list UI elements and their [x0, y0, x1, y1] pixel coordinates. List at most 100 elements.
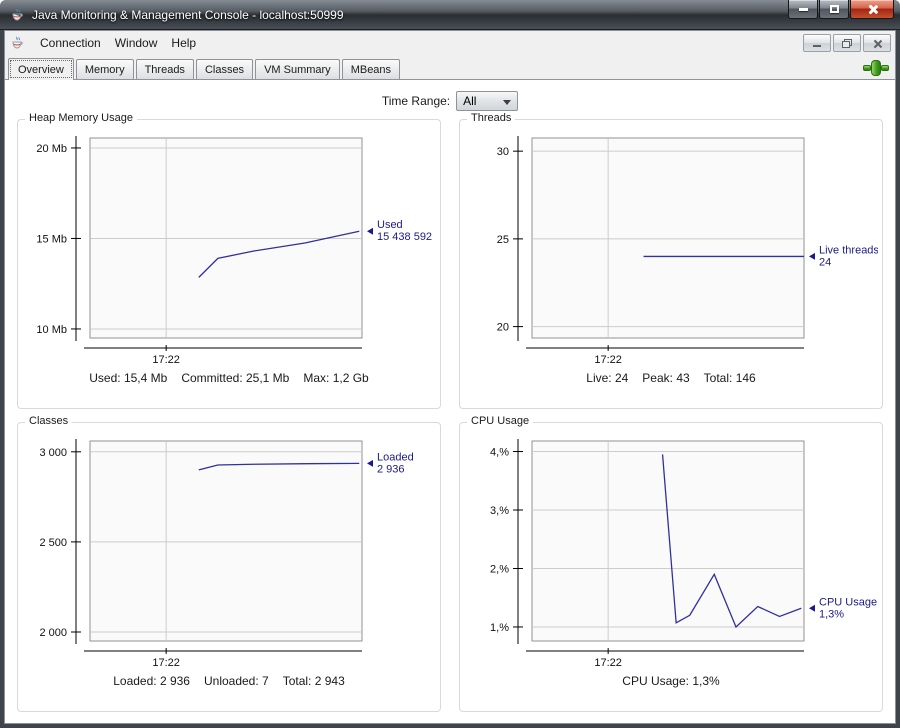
heap-series-line	[198, 230, 360, 278]
time-range-value: All	[463, 94, 477, 108]
y-tick-label: 25	[497, 234, 509, 246]
annotation-label: 15 438 592	[377, 231, 432, 243]
restore-icon	[842, 38, 852, 48]
minimize-button[interactable]	[788, 0, 818, 19]
y-tick-label: 1,%	[490, 622, 509, 634]
overview-content: Time Range: All Heap Memory Usage 20 Mb 1…	[5, 80, 895, 723]
annotation-label: 24	[819, 256, 831, 268]
annotation-arrow-icon	[809, 252, 815, 260]
minimize-icon	[798, 7, 808, 11]
annotation-label: CPU Usage	[819, 596, 877, 608]
panel-title: Threads	[467, 112, 516, 124]
y-tick-label: 4,%	[490, 447, 509, 459]
time-range-label: Time Range:	[381, 94, 451, 108]
y-tick-label: 3 000	[39, 447, 67, 459]
x-tick-label: 17:22	[152, 354, 180, 366]
annotation-label: Loaded	[377, 451, 414, 463]
tab-memory[interactable]: Memory	[75, 59, 134, 79]
y-tick-label: 20	[497, 322, 509, 334]
threads-panel: Threads 30 25 20 17:22 Live threads 24 Live: …	[459, 112, 883, 409]
chevron-down-icon	[503, 100, 512, 105]
threads-status-part: Total: 146	[703, 371, 756, 385]
y-tick-label: 2,%	[490, 563, 509, 575]
green-plug-icon[interactable]	[863, 60, 889, 76]
maximize-button[interactable]	[819, 0, 849, 19]
annotation-label: Used	[377, 219, 403, 231]
internal-frame-controls	[803, 34, 891, 52]
threads-status-part: Peak: 43	[642, 371, 690, 385]
menu-bar: Connection Window Help	[5, 31, 895, 55]
annotation-label: Live threads	[819, 244, 878, 256]
x-tick-label: 17:22	[152, 657, 180, 669]
close-button[interactable]	[850, 0, 894, 19]
window-title: Java Monitoring & Management Console - l…	[32, 7, 344, 22]
heap-memory-panel: Heap Memory Usage 20 Mb 15 Mb 10 Mb 17:22 Us…	[17, 112, 441, 409]
classes-chart-host: 3 000 2 500 2 000 17:22 Loaded 2 936	[18, 429, 440, 673]
y-tick-label: 2 000	[39, 627, 67, 639]
x-tick-label: 17:22	[594, 657, 622, 669]
tab-classes[interactable]: Classes	[195, 59, 254, 79]
close-icon	[867, 4, 878, 15]
classes-panel: Classes 3 000 2 500 2 000 17:22 Loaded 2 936 …	[17, 415, 441, 712]
plot-area	[531, 440, 805, 642]
y-tick-label: 15 Mb	[36, 233, 67, 245]
y-tick-label: 30	[497, 146, 509, 158]
annotation-arrow-icon	[367, 227, 373, 235]
title-bar: Java Monitoring & Management Console - l…	[0, 0, 900, 30]
cpu-status-line: CPU Usage: 1,3%	[460, 674, 882, 688]
charts-grid: Heap Memory Usage 20 Mb 15 Mb 10 Mb 17:22 Us…	[5, 112, 895, 712]
minimize-icon	[813, 45, 821, 47]
inner-frame: Connection Window Help Overview Memory T…	[4, 30, 896, 724]
cpu-chart-host: 4,% 3,% 2,% 1,% 17:22 CPU Usage 1,3%	[460, 429, 882, 673]
menu-help[interactable]: Help	[171, 36, 197, 50]
menu-connection[interactable]: Connection	[40, 36, 101, 50]
tab-threads[interactable]: Threads	[135, 59, 194, 79]
annotation-label: 2 936	[377, 463, 405, 475]
y-tick-label: 20 Mb	[36, 143, 67, 155]
heap-status-part: Committed: 25,1 Mb	[181, 371, 290, 385]
close-icon	[873, 39, 882, 48]
y-tick-label: 2 500	[39, 537, 67, 549]
cpu-usage-panel: CPU Usage 4,% 3,% 2,% 1,% 17:22 CPU Usage 1,3%…	[459, 415, 883, 712]
threads-status-line: Live: 24 Peak: 43 Total: 146	[460, 371, 882, 385]
threads-chart-host: 30 25 20 17:22 Live threads 24	[460, 126, 882, 370]
java-cup-icon	[12, 8, 23, 21]
annotation-arrow-icon	[809, 604, 815, 612]
threads-status-part: Live: 24	[586, 371, 629, 385]
tab-overview[interactable]: Overview	[8, 58, 74, 80]
panel-title: CPU Usage	[467, 415, 534, 427]
panel-title: Classes	[25, 415, 73, 427]
java-cup-icon	[12, 36, 23, 49]
annotation-label: 1,3%	[819, 608, 844, 620]
annotation-arrow-icon	[367, 459, 373, 467]
plot-area	[89, 440, 363, 642]
heap-status-part: Max: 1,2 Gb	[303, 371, 369, 385]
menu-items: Connection Window Help	[33, 33, 203, 53]
classes-status-part: Unloaded: 7	[203, 674, 269, 688]
heap-chart-host: 20 Mb 15 Mb 10 Mb 17:22 Used 15 438 592	[18, 126, 440, 370]
plug-prong-left	[863, 65, 871, 71]
cpu-series-line	[661, 454, 802, 629]
y-tick-label: 3,%	[490, 505, 509, 517]
tab-mbeans[interactable]: MBeans	[341, 59, 401, 79]
classes-status-part: Loaded: 2 936	[113, 674, 190, 688]
frame-minimize-button[interactable]	[803, 34, 831, 52]
panel-title: Heap Memory Usage	[25, 112, 137, 124]
plug-prong-right	[881, 65, 889, 71]
plot-area	[531, 137, 805, 339]
tab-vm-summary[interactable]: VM Summary	[255, 59, 340, 79]
frame-restore-button[interactable]	[833, 34, 861, 52]
maximize-icon	[829, 5, 839, 13]
menu-window[interactable]: Window	[114, 36, 158, 50]
frame-close-button[interactable]	[863, 34, 891, 52]
time-range-select[interactable]: All	[456, 91, 519, 111]
x-tick-label: 17:22	[594, 354, 622, 366]
classes-status-line: Loaded: 2 936 Unloaded: 7 Total: 2 943	[18, 674, 440, 688]
classes-series-line	[198, 462, 360, 471]
tab-bar: Overview Memory Threads Classes VM Summa…	[5, 55, 895, 80]
